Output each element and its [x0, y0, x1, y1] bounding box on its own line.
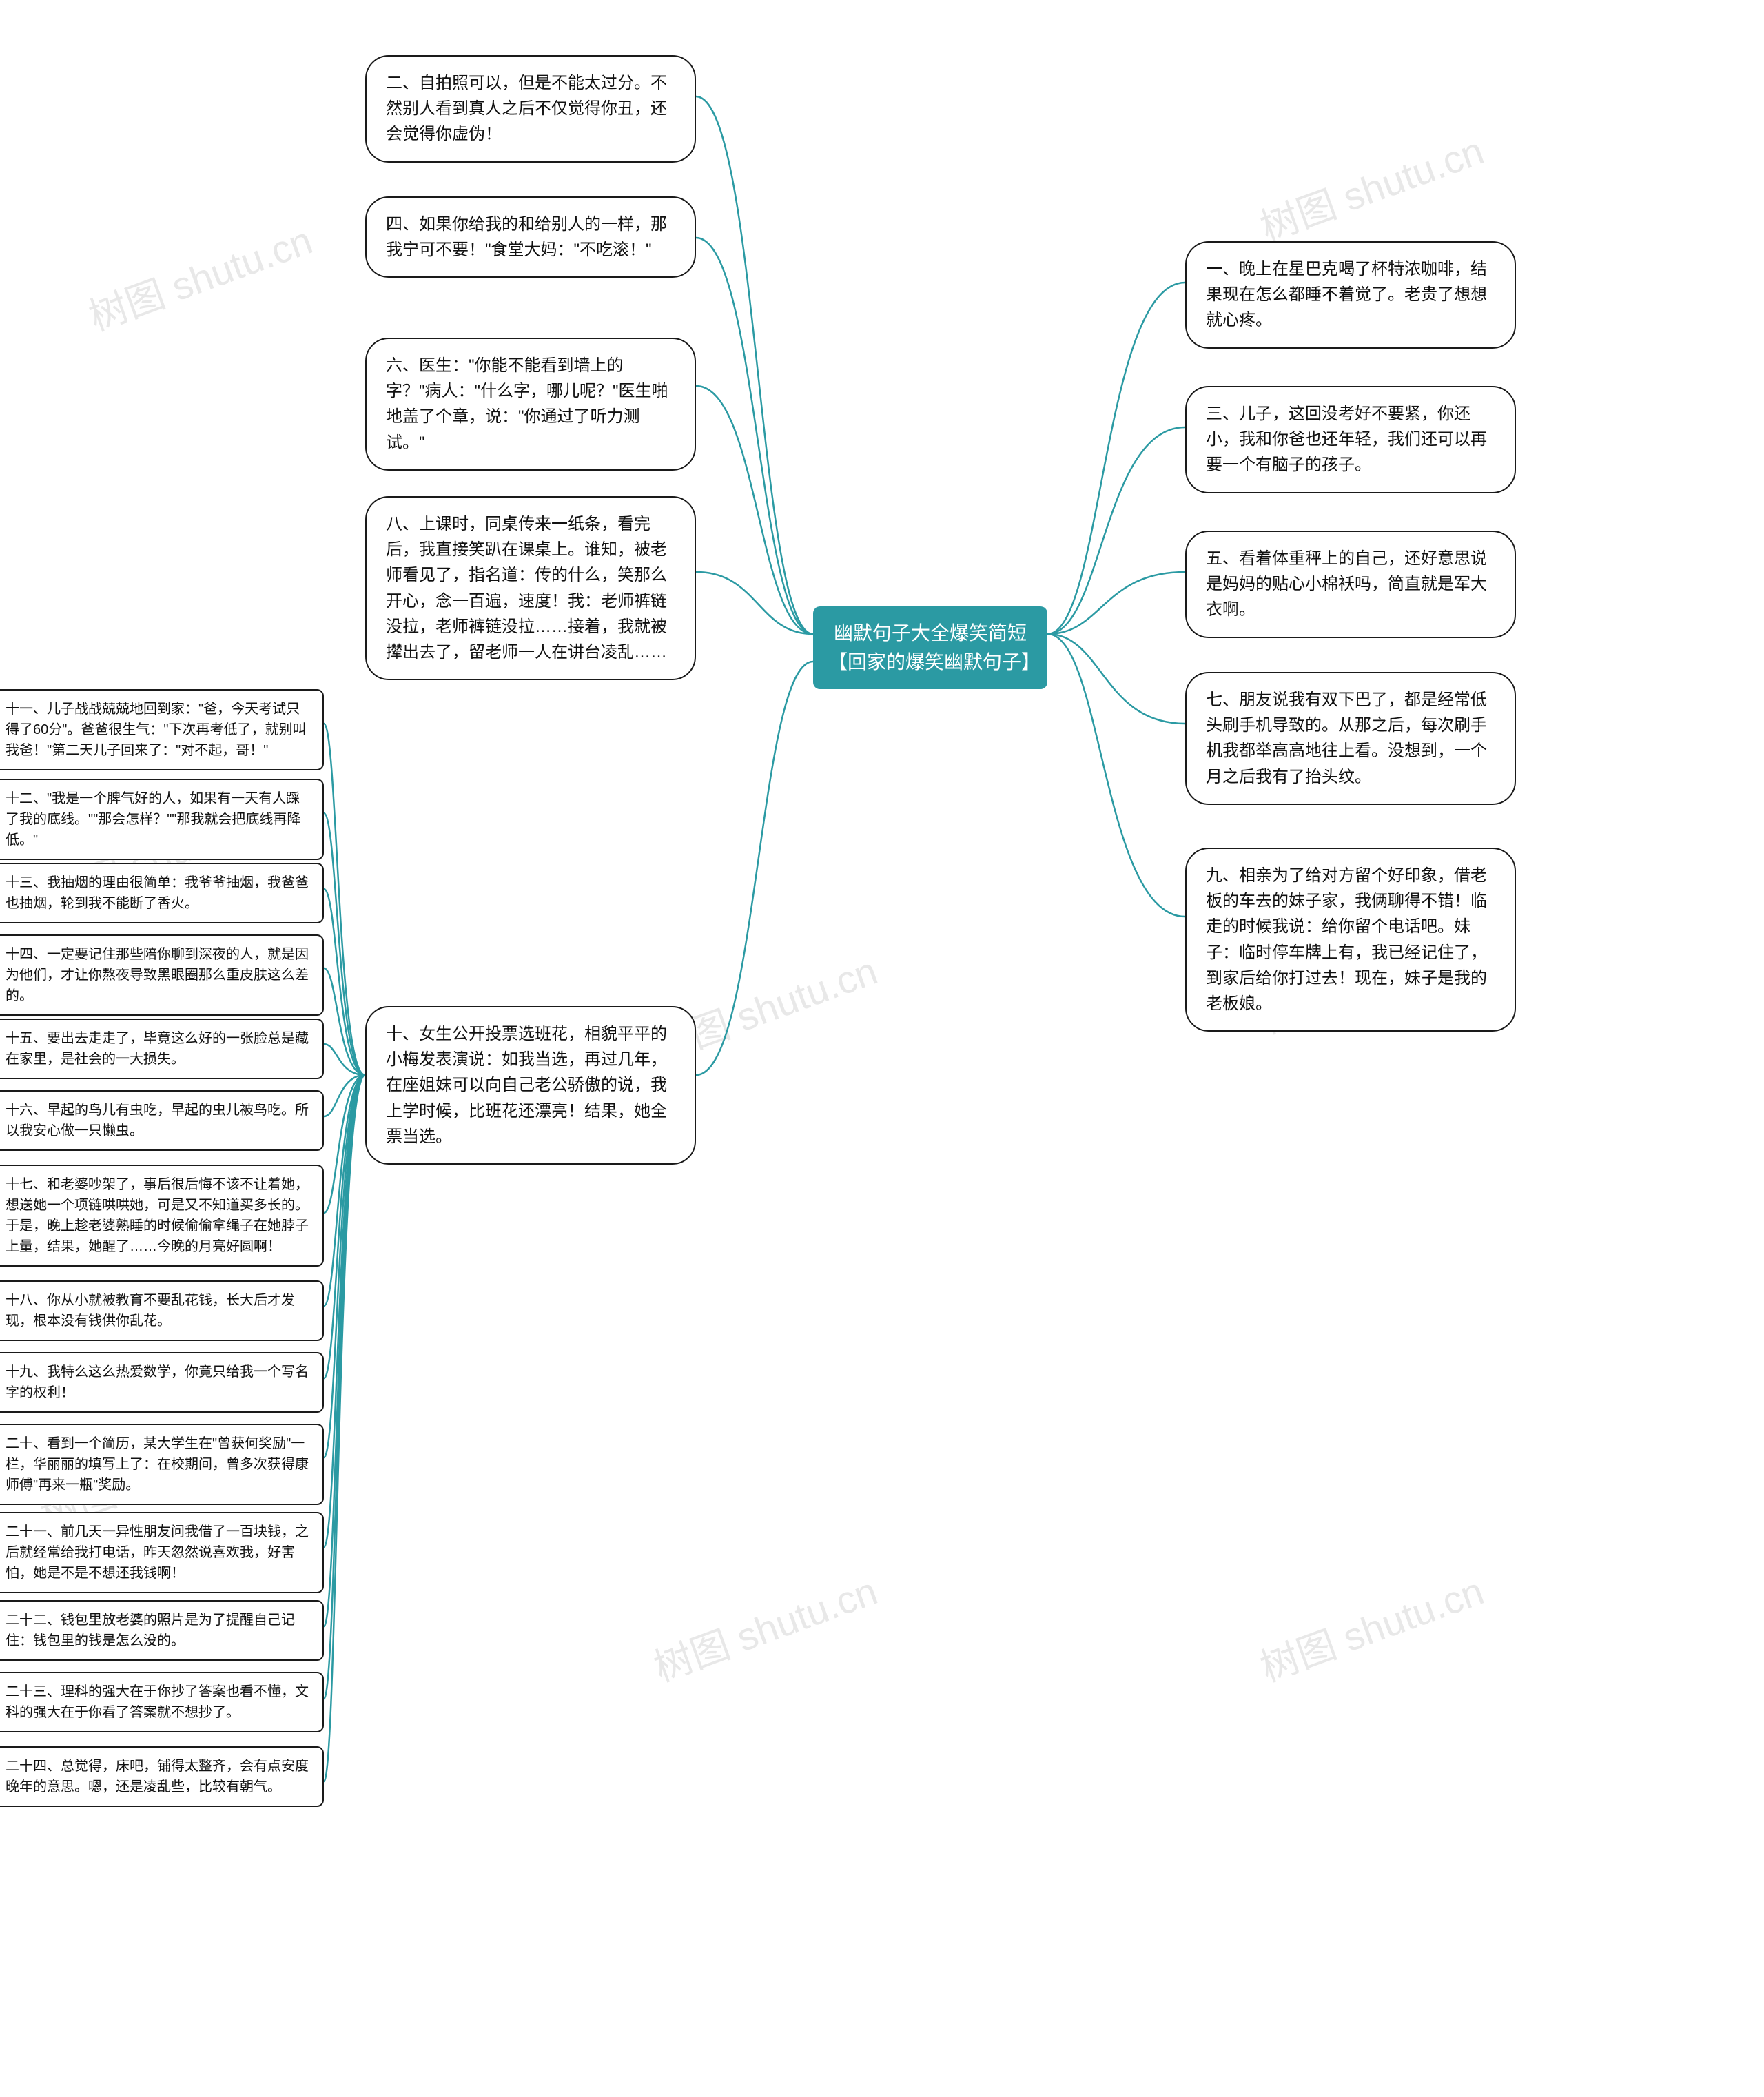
watermark: 树图 shutu.cn [1251, 120, 1490, 252]
leaf-s15[interactable]: 十五、要出去走走了，毕竟这么好的一张脸总是藏在家里，是社会的一大损失。 [0, 1019, 324, 1079]
leaf-s21[interactable]: 二十一、前几天一异性朋友问我借了一百块钱，之后就经常给我打电话，昨天忽然说喜欢我… [0, 1512, 324, 1593]
leaf-s14[interactable]: 十四、一定要记住那些陪你聊到深夜的人，就是因为他们，才让你熬夜导致黑眼圈那么重皮… [0, 934, 324, 1016]
leaf-s18[interactable]: 十八、你从小就被教育不要乱花钱，长大后才发现，根本没有钱供你乱花。 [0, 1280, 324, 1341]
node-r1[interactable]: 一、晚上在星巴克喝了杯特浓咖啡，结果现在怎么都睡不着觉了。老贵了想想就心疼。 [1185, 241, 1516, 349]
node-r9[interactable]: 九、相亲为了给对方留个好印象，借老板的车去的妹子家，我俩聊得不错！临走的时候我说… [1185, 848, 1516, 1032]
watermark: 树图 shutu.cn [80, 209, 319, 342]
leaf-s24[interactable]: 二十四、总觉得，床吧，铺得太整齐，会有点安度晚年的意思。嗯，还是凌乱些，比较有朝… [0, 1746, 324, 1807]
node-l10[interactable]: 十、女生公开投票选班花，相貌平平的小梅发表演说：如我当选，再过几年，在座姐妹可以… [365, 1006, 696, 1165]
leaf-s12[interactable]: 十二、"我是一个脾气好的人，如果有一天有人踩了我的底线。""那会怎样？""那我就… [0, 779, 324, 860]
leaf-s23[interactable]: 二十三、理科的强大在于你抄了答案也看不懂，文科的强大在于你看了答案就不想抄了。 [0, 1672, 324, 1732]
leaf-s16[interactable]: 十六、早起的鸟儿有虫吃，早起的虫儿被鸟吃。所以我安心做一只懒虫。 [0, 1090, 324, 1151]
node-r5[interactable]: 五、看着体重秤上的自己，还好意思说是妈妈的贴心小棉袄吗，简直就是军大衣啊。 [1185, 531, 1516, 638]
leaf-s17[interactable]: 十七、和老婆吵架了，事后很后悔不该不让着她，想送她一个项链哄哄她，可是又不知道买… [0, 1165, 324, 1267]
node-l6[interactable]: 六、医生："你能不能看到墙上的字？"病人："什么字，哪儿呢？"医生啪地盖了个章，… [365, 338, 696, 471]
mindmap-stage: 树图 shutu.cn 树图 shutu.cn 树图 shutu.cn 树图 s… [0, 0, 1764, 2097]
leaf-s19[interactable]: 十九、我特么这么热爱数学，你竟只给我一个写名字的权利！ [0, 1352, 324, 1413]
leaf-s20[interactable]: 二十、看到一个简历，某大学生在"曾获何奖励"一栏，华丽丽的填写上了：在校期间，曾… [0, 1424, 324, 1505]
node-l2[interactable]: 二、自拍照可以，但是不能太过分。不然别人看到真人之后不仅觉得你丑，还会觉得你虚伪… [365, 55, 696, 163]
leaf-s13[interactable]: 十三、我抽烟的理由很简单：我爷爷抽烟，我爸爸也抽烟，轮到我不能断了香火。 [0, 863, 324, 923]
watermark: 树图 shutu.cn [645, 1560, 884, 1692]
node-r7[interactable]: 七、朋友说我有双下巴了，都是经常低头刷手机导致的。从那之后，每次刷手机我都举高高… [1185, 672, 1516, 805]
center-node[interactable]: 幽默句子大全爆笑简短【回家的爆笑幽默句子】 [813, 606, 1047, 689]
leaf-s11[interactable]: 十一、儿子战战兢兢地回到家："爸，今天考试只得了60分"。爸爸很生气："下次再考… [0, 689, 324, 770]
node-l8[interactable]: 八、上课时，同桌传来一纸条，看完后，我直接笑趴在课桌上。谁知，被老师看见了，指名… [365, 496, 696, 680]
watermark: 树图 shutu.cn [1251, 1560, 1490, 1692]
node-l4[interactable]: 四、如果你给我的和给别人的一样，那我宁可不要！"食堂大妈："不吃滚！" [365, 196, 696, 278]
leaf-s22[interactable]: 二十二、钱包里放老婆的照片是为了提醒自己记住：钱包里的钱是怎么没的。 [0, 1600, 324, 1661]
node-r3[interactable]: 三、儿子，这回没考好不要紧，你还小，我和你爸也还年轻，我们还可以再要一个有脑子的… [1185, 386, 1516, 493]
